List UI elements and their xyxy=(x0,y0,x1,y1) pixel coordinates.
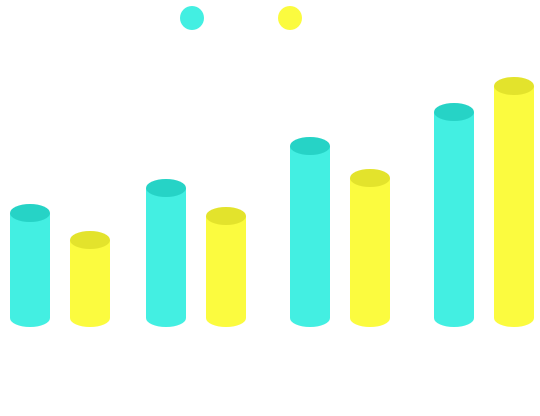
bar-top xyxy=(434,103,474,121)
bar-top xyxy=(70,231,110,249)
bar-body xyxy=(494,86,534,318)
bar-s2-c3 xyxy=(350,169,390,327)
legend xyxy=(180,6,302,30)
bar-top xyxy=(206,207,246,225)
bar-top xyxy=(290,137,330,155)
bar-top xyxy=(350,169,390,187)
bar-s2-c4 xyxy=(494,77,534,327)
legend-marker-series-2[interactable] xyxy=(278,6,302,30)
bar-s1-c4 xyxy=(434,103,474,327)
bar-body xyxy=(70,240,110,318)
bar-top xyxy=(10,204,50,222)
bar-body xyxy=(434,112,474,318)
bar-body xyxy=(206,216,246,318)
bar-s2-c2 xyxy=(206,207,246,327)
bar-body xyxy=(10,213,50,318)
bar-top xyxy=(494,77,534,95)
bar-body xyxy=(350,178,390,318)
bar-s1-c2 xyxy=(146,179,186,327)
bar-body xyxy=(146,188,186,318)
bar-s2-c1 xyxy=(70,231,110,327)
bar-top xyxy=(146,179,186,197)
bar-body xyxy=(290,146,330,318)
legend-marker-series-1[interactable] xyxy=(180,6,204,30)
bar-s1-c1 xyxy=(10,204,50,327)
bar-s1-c3 xyxy=(290,137,330,327)
plot-area xyxy=(10,77,534,327)
